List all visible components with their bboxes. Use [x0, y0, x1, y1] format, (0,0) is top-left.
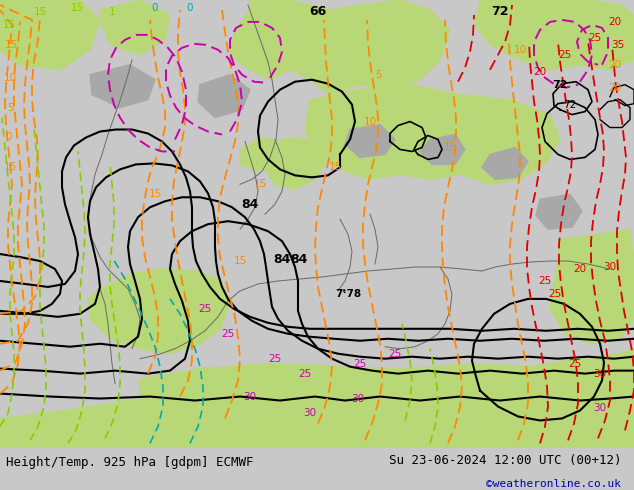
Text: 20: 20 — [609, 17, 621, 27]
Text: 15: 15 — [443, 143, 456, 152]
Polygon shape — [536, 194, 582, 229]
Text: 25: 25 — [588, 33, 602, 43]
Text: 84: 84 — [290, 252, 307, 266]
Text: 25: 25 — [559, 50, 572, 60]
Text: 25: 25 — [389, 349, 401, 359]
Text: 5: 5 — [7, 102, 13, 113]
Polygon shape — [265, 138, 325, 189]
Text: 30: 30 — [604, 262, 616, 272]
Polygon shape — [90, 65, 155, 108]
Polygon shape — [550, 229, 634, 344]
Text: 0: 0 — [152, 3, 158, 13]
Text: 25: 25 — [198, 304, 212, 314]
Polygon shape — [345, 124, 395, 157]
Text: 15: 15 — [3, 162, 16, 172]
Text: 72: 72 — [552, 80, 568, 90]
Text: 30: 30 — [304, 409, 316, 418]
Text: 10: 10 — [514, 45, 527, 55]
Text: 15: 15 — [328, 162, 342, 172]
Text: 10: 10 — [3, 73, 16, 83]
Polygon shape — [240, 138, 275, 172]
Text: 1: 1 — [108, 7, 115, 17]
Text: 25: 25 — [221, 329, 235, 339]
Polygon shape — [420, 134, 465, 165]
Text: 20: 20 — [609, 60, 621, 70]
Text: 35: 35 — [611, 40, 624, 50]
Text: 15: 15 — [4, 40, 18, 50]
Text: 25: 25 — [299, 368, 312, 379]
Text: 20: 20 — [609, 83, 621, 93]
Text: 0: 0 — [6, 132, 12, 143]
Text: 10: 10 — [363, 117, 377, 126]
Polygon shape — [100, 0, 170, 55]
Text: 25: 25 — [548, 289, 562, 299]
Polygon shape — [305, 85, 560, 184]
Text: 15: 15 — [3, 20, 16, 30]
Text: 5: 5 — [375, 70, 381, 80]
Text: 72: 72 — [564, 99, 577, 110]
Text: 0: 0 — [187, 3, 193, 13]
Text: 25: 25 — [568, 359, 581, 368]
Polygon shape — [88, 269, 230, 354]
Text: 30: 30 — [351, 393, 365, 404]
Text: 30: 30 — [593, 368, 607, 379]
Text: 30: 30 — [243, 392, 257, 401]
Text: Su 23-06-2024 12:00 UTC (00+12): Su 23-06-2024 12:00 UTC (00+12) — [389, 454, 621, 466]
Text: 72: 72 — [491, 5, 508, 19]
Text: ©weatheronline.co.uk: ©weatheronline.co.uk — [486, 479, 621, 489]
Text: 30: 30 — [593, 403, 607, 414]
Text: 20: 20 — [573, 264, 586, 274]
Text: 20: 20 — [533, 67, 547, 77]
Text: 84: 84 — [242, 198, 259, 211]
Text: 15: 15 — [70, 3, 84, 13]
Text: 15: 15 — [148, 189, 162, 199]
Polygon shape — [482, 147, 528, 179]
Text: 7ᵗ78: 7ᵗ78 — [335, 289, 361, 299]
Text: 84: 84 — [273, 252, 290, 266]
Polygon shape — [475, 0, 634, 70]
Text: 15: 15 — [233, 256, 247, 266]
Polygon shape — [0, 0, 100, 70]
Polygon shape — [0, 349, 634, 448]
Text: 66: 66 — [309, 5, 327, 19]
Text: 15: 15 — [254, 179, 267, 189]
Text: 25: 25 — [538, 276, 552, 286]
Polygon shape — [230, 0, 450, 95]
Text: Height/Temp. 925 hPa [gdpm] ECMWF: Height/Temp. 925 hPa [gdpm] ECMWF — [6, 456, 254, 469]
Polygon shape — [198, 75, 250, 118]
Text: 25: 25 — [353, 359, 366, 368]
Text: 15: 15 — [34, 7, 47, 17]
Text: 25: 25 — [268, 354, 281, 364]
